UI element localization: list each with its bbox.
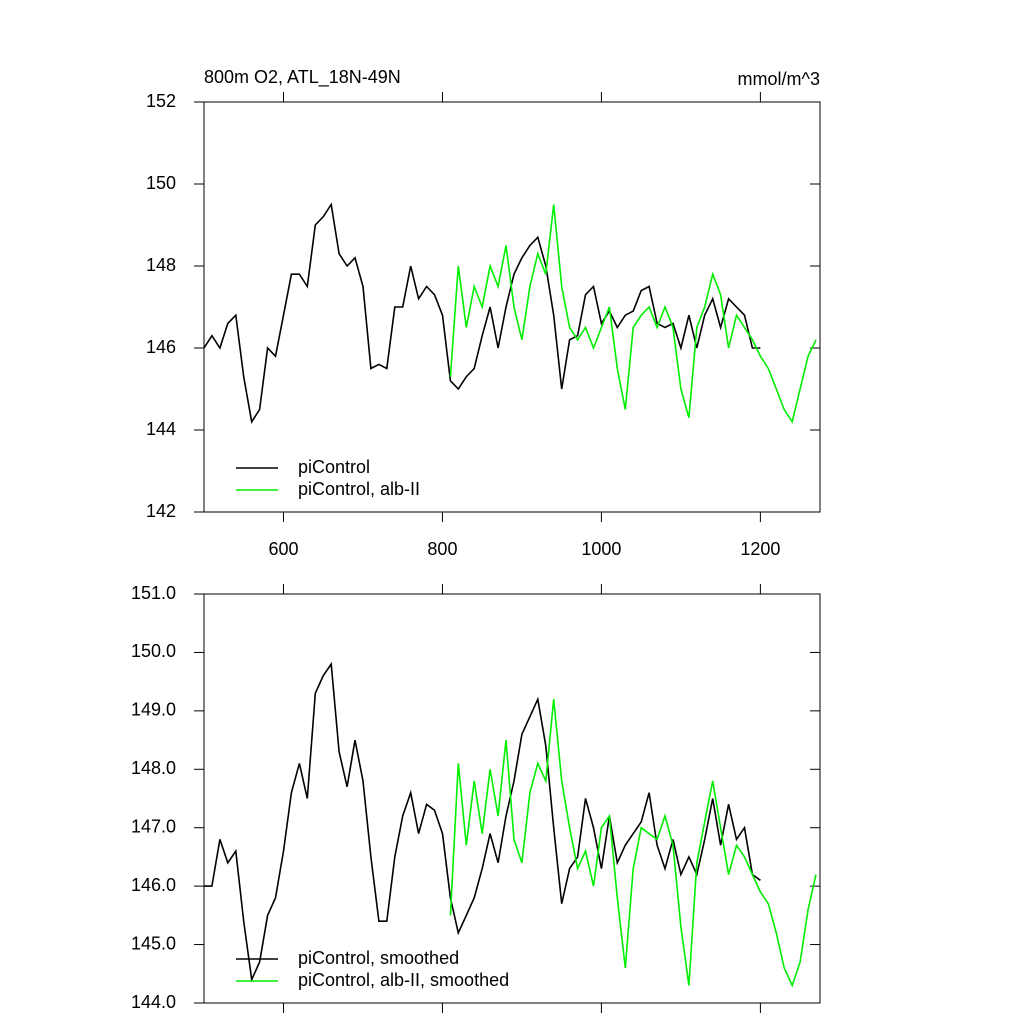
y-tick-label: 144 xyxy=(146,419,176,439)
y-tick-label: 149.0 xyxy=(131,700,176,720)
y-tick-label: 147.0 xyxy=(131,816,176,836)
legend-label: piControl, smoothed xyxy=(298,948,459,968)
y-tick-label: 142 xyxy=(146,501,176,521)
y-tick-label: 148 xyxy=(146,255,176,275)
plot-frame xyxy=(203,101,821,513)
y-tick-label: 150 xyxy=(146,173,176,193)
legend-label: piControl xyxy=(298,457,370,477)
y-tick-label: 145.0 xyxy=(131,933,176,953)
plot-frame xyxy=(203,593,821,1004)
legend-label: piControl, alb-II xyxy=(298,479,420,499)
x-tick-label: 1200 xyxy=(740,539,780,559)
x-tick-label: 800 xyxy=(427,539,457,559)
units-label: mmol/m^3 xyxy=(738,69,820,89)
chart-title: 800m O2, ATL_18N-49N xyxy=(204,67,401,88)
y-tick-label: 146.0 xyxy=(131,875,176,895)
x-tick-label: 600 xyxy=(268,539,298,559)
y-tick-label: 146 xyxy=(146,337,176,357)
y-tick-label: 144.0 xyxy=(131,992,176,1012)
x-tick-label: 1000 xyxy=(581,539,621,559)
series-line xyxy=(204,661,761,983)
series-line xyxy=(449,699,817,988)
y-tick-label: 150.0 xyxy=(131,641,176,661)
y-tick-label: 148.0 xyxy=(131,758,176,778)
series-line xyxy=(449,204,817,424)
y-tick-label: 151.0 xyxy=(131,583,176,603)
series-line xyxy=(203,202,761,424)
y-tick-label: 152 xyxy=(146,91,176,111)
legend-label: piControl, alb-II, smoothed xyxy=(298,970,509,990)
